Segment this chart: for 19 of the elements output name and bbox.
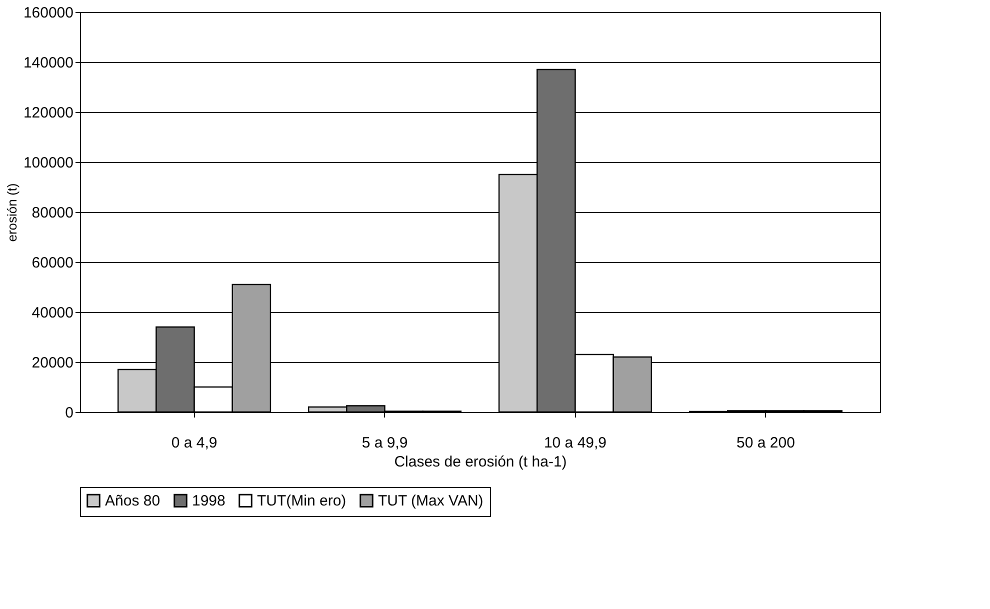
legend-label: TUT(Min ero) [257,492,346,510]
x-tick-label: 0 a 4,9 [171,434,218,452]
y-tick-label: 0 [65,404,74,422]
y-tick-label: 80000 [32,204,74,222]
y-axis-title: erosión (t) [4,183,20,242]
legend-label: TUT (Max VAN) [378,492,484,510]
x-axis-title: Clases de erosión (t ha-1) [394,454,567,470]
y-tick-label: 100000 [23,154,74,172]
legend-label: Años 80 [105,492,160,510]
y-tick-label: 60000 [32,254,74,272]
y-tick-label: 20000 [32,354,74,372]
x-tick-label: 10 a 49,9 [544,434,607,452]
y-tick-label: 40000 [32,304,74,322]
y-tick-label: 160000 [23,4,74,22]
y-tick-label: 140000 [23,54,74,72]
legend-label: 1998 [192,492,226,510]
x-tick-label: 5 a 9,9 [362,434,408,452]
y-tick-label: 120000 [23,104,74,122]
x-tick-label: 50 a 200 [736,434,795,452]
